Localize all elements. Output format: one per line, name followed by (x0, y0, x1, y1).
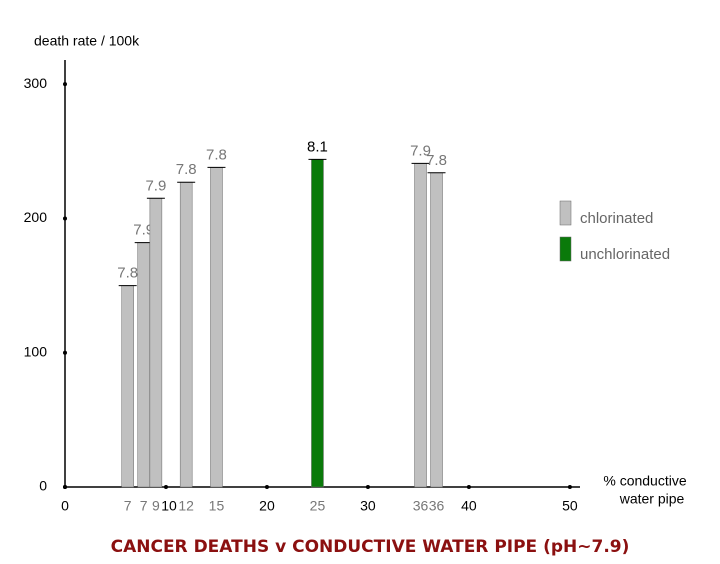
bar-x-label: 7 (124, 498, 132, 514)
chart-title: CANCER DEATHS v CONDUCTIVE WATER PIPE (p… (111, 537, 630, 557)
bar (179, 181, 193, 488)
legend-label: unchlorinated (580, 246, 670, 263)
x-tick (466, 485, 471, 489)
value-label: 8.1 (307, 138, 328, 155)
bar (121, 285, 134, 488)
bar (414, 163, 427, 488)
x-tick-label: 50 (562, 498, 578, 514)
legend-swatch (559, 200, 572, 226)
x-tick-label: 10 (161, 498, 177, 514)
x-tick (163, 485, 168, 489)
value-label: 7.8 (206, 146, 227, 163)
value-label: 7.8 (426, 152, 447, 169)
bar (137, 242, 150, 488)
value-label: 7.8 (117, 265, 138, 282)
y-tick-label: 200 (24, 209, 48, 225)
value-label: 7.8 (176, 161, 197, 178)
x-tick-label: 30 (360, 498, 376, 514)
x-tick (567, 485, 572, 489)
bar-x-label: 9 (152, 498, 160, 514)
value-label: 7.9 (145, 177, 166, 194)
bar-x-label: 12 (178, 498, 194, 514)
bar (311, 159, 324, 488)
bar-x-label: 7 (140, 498, 148, 514)
x-axis-label: % conductive (603, 473, 686, 489)
x-axis-label: water pipe (619, 491, 685, 507)
legend-label: chlorinated (580, 210, 653, 227)
y-tick-label: 300 (24, 75, 48, 91)
x-tick-label: 20 (259, 498, 275, 514)
bar-x-label: 15 (209, 498, 225, 514)
bar (149, 198, 163, 488)
x-tick (264, 485, 269, 489)
bar-x-label: 36 (429, 498, 445, 514)
y-tick-label: 0 (39, 478, 47, 494)
bar-x-label: 25 (310, 498, 326, 514)
y-tick-label: 100 (24, 343, 48, 359)
legend-swatch (559, 236, 572, 262)
value-label: 7.9 (410, 142, 431, 159)
y-axis-label: death rate / 100k (34, 33, 140, 49)
y-tick (63, 216, 67, 221)
bar (430, 172, 443, 488)
x-tick (63, 485, 67, 489)
y-tick (63, 82, 67, 87)
bar-x-label: 36 (413, 498, 429, 514)
x-tick-label: 0 (61, 498, 69, 514)
x-tick (365, 485, 370, 489)
value-label: 7.9 (133, 222, 154, 239)
bar (210, 167, 223, 488)
y-tick (63, 350, 67, 355)
x-tick-label: 40 (461, 498, 477, 514)
